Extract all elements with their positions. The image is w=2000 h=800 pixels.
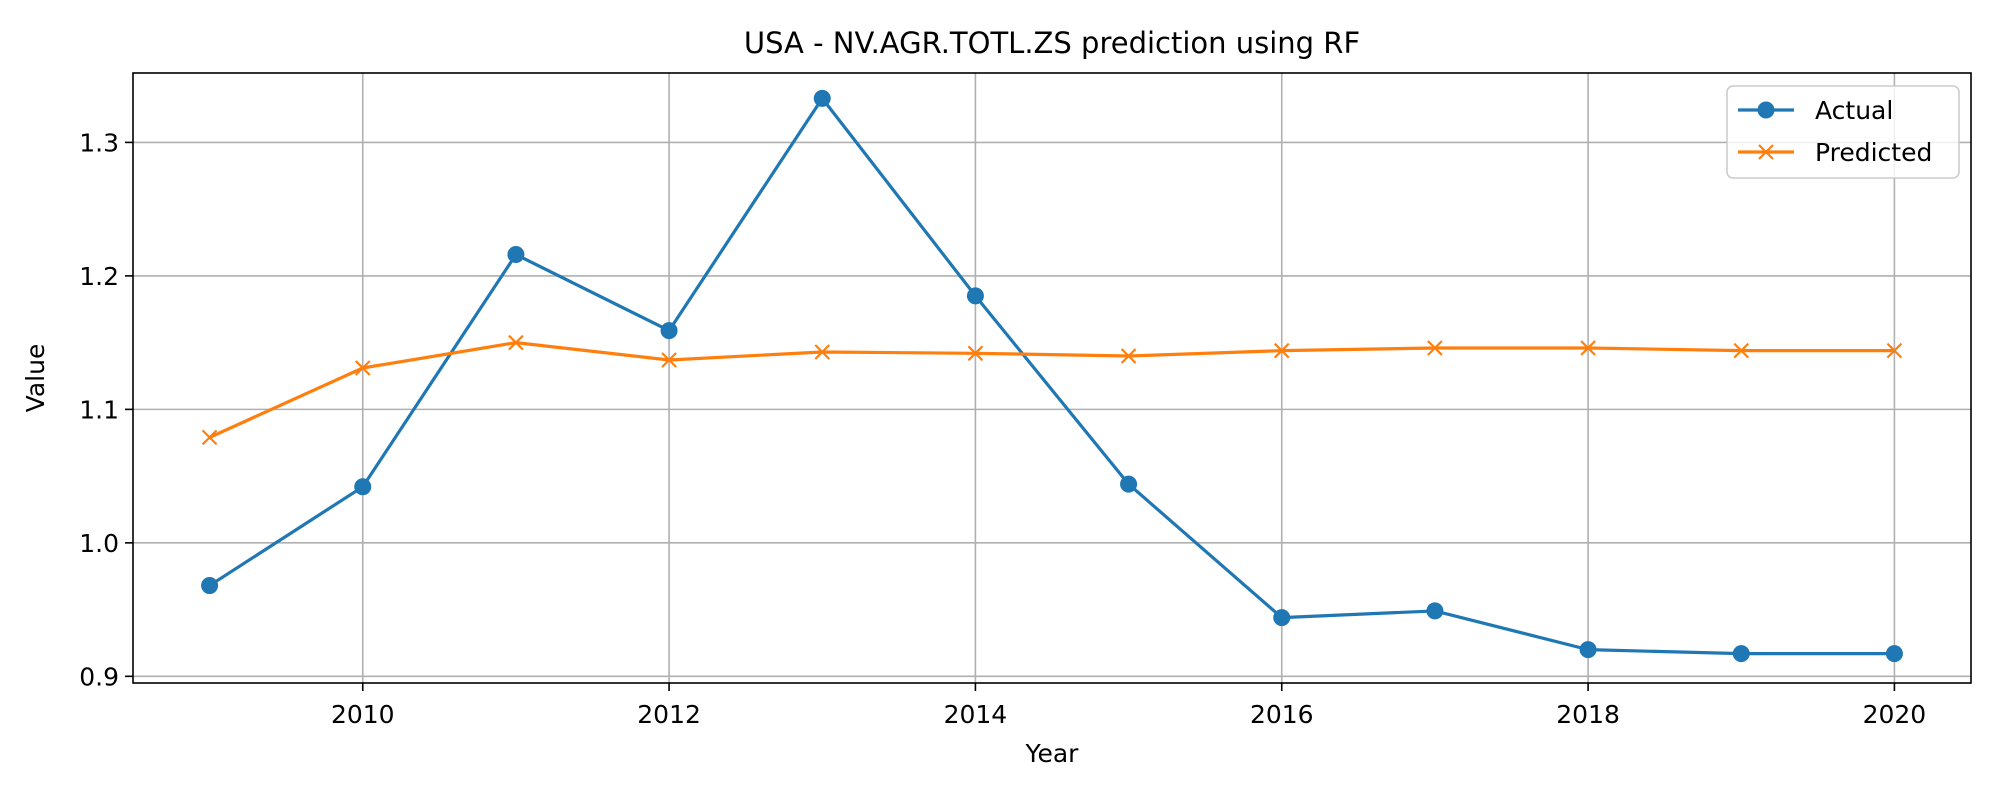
data-point-predicted-stroke [661,352,677,368]
x-tick-label: 2018 [1556,700,1620,729]
data-point-actual [201,577,219,595]
data-point-actual [1732,645,1750,663]
ticks: 2010 2012 2014 2016 2018 2020 0.9 1.0 1.1 1.2 1.3 [79,128,1926,729]
data-point-actual [966,287,984,305]
data-point-actual [1579,641,1597,659]
data-point-actual [813,89,831,107]
data-point-predicted-stroke [354,360,371,376]
data-point-predicted [201,429,218,446]
series-line-actual [208,96,1895,656]
y-tick-label: 1.0 [79,529,119,558]
data-point-predicted [1427,340,1443,356]
data-point-predicted [354,360,371,376]
data-point-predicted [1886,342,1903,359]
legend-marker-predicted [1758,144,1774,160]
legend-marker-actual [1757,101,1775,119]
data-point-predicted-stroke [1273,342,1290,359]
data-point-predicted-stroke [1733,342,1750,359]
y-tick-label: 1.3 [79,128,119,157]
data-point-predicted-stroke [967,345,984,362]
data-point-actual [660,322,678,340]
legend-label-actual: Actual [1815,96,1893,125]
data-point-predicted-stroke [1120,348,1137,364]
data-point-actual [1885,645,1903,663]
chart-title: USA - NV.AGR.TOTL.ZS prediction using RF [744,26,1360,60]
data-point-predicted-stroke [1886,342,1903,359]
data-point-actual [354,478,372,496]
data-point-predicted [967,345,984,362]
data-point-predicted-stroke [1580,340,1596,356]
data-point-predicted [1580,340,1596,356]
y-tick-label: 1.2 [79,262,119,291]
data-point-predicted [1273,342,1290,359]
data-point-actual [507,246,525,264]
data-point-predicted [508,334,524,351]
x-tick-label: 2012 [637,700,701,729]
data-point-predicted [661,352,677,368]
x-tick-label: 2016 [1250,700,1314,729]
legend-marker-predicted-stroke [1758,144,1774,160]
grid [133,73,1971,683]
data-point-actual [1426,602,1444,620]
y-axis-label: Value [21,344,50,413]
data-point-actual [1120,475,1138,493]
data-point-predicted [1733,342,1750,359]
data-point-predicted [1120,348,1137,364]
legend: Actual Predicted [1726,85,1960,179]
y-tick-label: 0.9 [79,662,119,691]
plot-area [201,89,1903,663]
y-tick-label: 1.1 [79,395,119,424]
data-point-actual [1273,609,1291,627]
x-axis-label: Year [1025,739,1080,768]
axes-frame [132,72,1972,684]
x-tick-label: 2020 [1863,700,1927,729]
data-point-predicted-stroke [814,344,831,360]
legend-label-predicted: Predicted [1815,138,1932,167]
series-line-predicted [208,341,1895,439]
data-point-predicted [814,344,831,360]
data-point-predicted-stroke [1427,340,1443,356]
x-tick-label: 2010 [331,700,395,729]
data-point-predicted-stroke [201,429,218,446]
data-point-predicted-stroke [508,334,524,351]
x-tick-label: 2014 [944,700,1008,729]
